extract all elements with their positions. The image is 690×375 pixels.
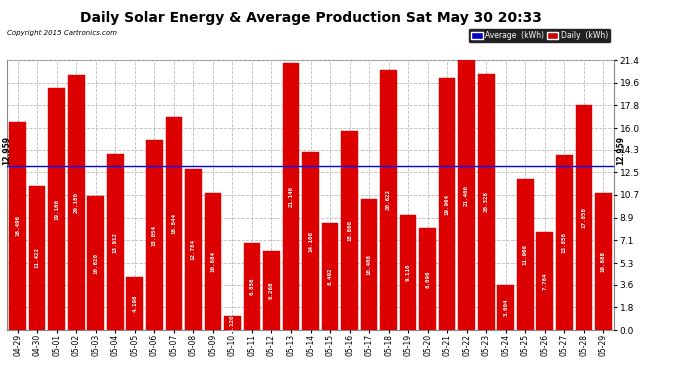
Text: 15.800: 15.800 [347,220,352,241]
Text: 14.108: 14.108 [308,231,313,252]
Text: 19.964: 19.964 [444,194,450,214]
Text: 8.098: 8.098 [425,270,430,288]
Bar [302,152,319,330]
Bar [126,277,143,330]
Text: 11.422: 11.422 [34,248,39,268]
Bar [10,122,26,330]
Bar [420,228,436,330]
Text: 20.328: 20.328 [484,191,489,212]
Text: 19.160: 19.160 [55,199,59,220]
Bar [497,285,514,330]
Text: 12.959: 12.959 [616,136,625,165]
Bar [88,196,104,330]
Text: 7.784: 7.784 [542,272,547,290]
Bar [224,316,241,330]
Text: Daily Solar Energy & Average Production Sat May 30 20:33: Daily Solar Energy & Average Production … [79,11,542,25]
Bar [575,105,592,330]
Text: 12.784: 12.784 [191,239,196,260]
Text: 10.408: 10.408 [366,254,372,275]
Text: 13.912: 13.912 [112,232,118,253]
Bar [244,243,260,330]
Text: 11.968: 11.968 [523,244,528,265]
Bar [68,75,84,330]
Bar [204,193,221,330]
Bar [478,74,495,330]
Text: 10.888: 10.888 [601,251,606,272]
Bar [361,199,377,330]
Bar [166,117,182,330]
Text: 16.844: 16.844 [171,213,177,234]
Bar [48,88,65,330]
Bar [29,186,46,330]
Bar [517,179,533,330]
Text: 15.054: 15.054 [152,225,157,246]
Bar [595,193,611,330]
Bar [439,78,455,330]
Text: 21.140: 21.140 [288,186,293,207]
Bar [458,60,475,330]
Bar [537,232,553,330]
Bar [283,63,299,330]
Bar [380,70,397,330]
Text: 1.120: 1.120 [230,314,235,332]
Text: 13.858: 13.858 [562,232,566,253]
Text: 16.496: 16.496 [15,215,20,236]
Text: 17.858: 17.858 [582,207,586,228]
Text: 9.116: 9.116 [406,264,411,281]
Bar [185,169,201,330]
Text: Copyright 2015 Cartronics.com: Copyright 2015 Cartronics.com [7,30,117,36]
Text: 20.622: 20.622 [386,189,391,210]
Text: 6.856: 6.856 [249,278,255,296]
Text: 12.959: 12.959 [2,136,12,165]
Text: 21.400: 21.400 [464,184,469,206]
Bar [556,155,573,330]
Text: 3.604: 3.604 [503,298,509,316]
Bar [342,130,358,330]
Bar [263,251,279,330]
Text: 8.492: 8.492 [328,268,333,285]
Bar [146,140,163,330]
Legend: Average  (kWh), Daily  (kWh): Average (kWh), Daily (kWh) [469,29,610,42]
Bar [400,215,417,330]
Bar [322,223,338,330]
Text: 4.198: 4.198 [132,295,137,312]
Text: 10.884: 10.884 [210,251,215,272]
Text: 6.268: 6.268 [269,282,274,299]
Bar [107,154,124,330]
Text: 10.620: 10.620 [93,252,98,273]
Text: 20.180: 20.180 [74,192,79,213]
